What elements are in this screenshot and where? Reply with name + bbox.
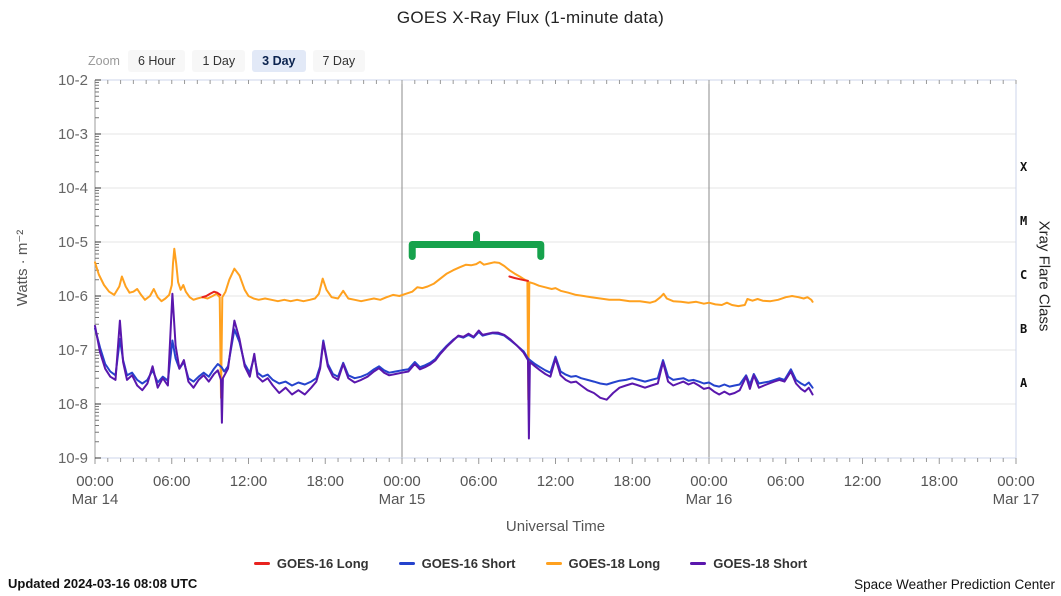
x-tick-label: 12:00 xyxy=(844,473,882,490)
x-tick-label: 00:00 xyxy=(690,473,728,490)
x-tick-label: 00:00 xyxy=(76,473,114,490)
x-tick-label: 18:00 xyxy=(613,473,651,490)
flare-class-letter: X xyxy=(1020,160,1028,174)
x-tick-label: 18:00 xyxy=(306,473,344,490)
zoom-control-label: Zoom xyxy=(88,54,120,68)
y-tick-label: 10-8 xyxy=(58,396,88,413)
flare-class-axis-title: Xray Flare Class xyxy=(1035,220,1053,332)
x-tick-label: 06:00 xyxy=(460,473,498,490)
legend: GOES-16 Long GOES-16 Short GOES-18 Long … xyxy=(0,556,1061,571)
flare-class-letter: B xyxy=(1020,322,1027,336)
y-tick-label: 10-2 xyxy=(58,72,88,89)
x-date-label: Mar 17 xyxy=(993,491,1040,508)
y-tick-label: 10-4 xyxy=(58,180,88,197)
zoom-3day-button[interactable]: 3 Day xyxy=(252,50,306,72)
source-credit: Space Weather Prediction Center xyxy=(854,577,1055,592)
flare-class-letter: A xyxy=(1020,376,1028,390)
flare-class-letter: C xyxy=(1020,268,1027,282)
x-date-label: Mar 15 xyxy=(379,491,426,508)
series-goes-16-short xyxy=(94,327,814,389)
y-tick-label: 10-6 xyxy=(58,288,88,305)
series-goes-16-long xyxy=(201,290,222,299)
y-tick-label: 10-7 xyxy=(58,342,88,359)
goes18-long-swatch xyxy=(545,562,562,565)
legend-label: GOES-18 Long xyxy=(568,556,661,571)
x-tick-label: 12:00 xyxy=(230,473,268,490)
x-tick-label: 00:00 xyxy=(383,473,421,490)
y-tick-label: 10-5 xyxy=(58,234,88,251)
goes16-short-swatch xyxy=(398,562,415,565)
legend-item-goes16-short[interactable]: GOES-16 Short xyxy=(398,556,516,571)
x-tick-label: 12:00 xyxy=(537,473,575,490)
series-goes-18-short xyxy=(94,292,814,440)
legend-label: GOES-18 Short xyxy=(713,556,808,571)
zoom-7day-button[interactable]: 7 Day xyxy=(312,50,366,72)
zoom-control: Zoom 6 Hour 1 Day 3 Day 7 Day xyxy=(88,50,372,72)
flare-class-letter: M xyxy=(1020,214,1027,228)
x-tick-label: 06:00 xyxy=(767,473,805,490)
series-goes-16-long xyxy=(508,275,529,282)
legend-label: GOES-16 Short xyxy=(421,556,516,571)
goes16-long-swatch xyxy=(253,562,270,565)
updated-timestamp: Updated 2024-03-16 08:08 UTC xyxy=(8,576,198,591)
goes18-short-swatch xyxy=(690,562,707,565)
xray-flux-chart: 10-210-310-410-510-610-710-810-900:00Mar… xyxy=(58,72,1040,508)
legend-item-goes18-long[interactable]: GOES-18 Long xyxy=(545,556,661,571)
x-axis-title: Universal Time xyxy=(505,518,606,535)
flare-interval-bracket-annotation xyxy=(408,230,545,260)
series-goes-18-long xyxy=(94,247,814,401)
page-title: GOES X-Ray Flux (1-minute data) xyxy=(396,8,665,27)
x-date-label: Mar 16 xyxy=(686,491,733,508)
legend-label: GOES-16 Long xyxy=(276,556,369,571)
zoom-6hour-button[interactable]: 6 Hour xyxy=(127,50,186,72)
x-date-label: Mar 14 xyxy=(72,491,119,508)
x-tick-label: 06:00 xyxy=(153,473,191,490)
legend-item-goes18-short[interactable]: GOES-18 Short xyxy=(690,556,807,571)
y-tick-label: 10-3 xyxy=(58,126,88,143)
x-tick-label: 18:00 xyxy=(920,473,958,490)
x-tick-label: 00:00 xyxy=(997,473,1035,490)
y-tick-label: 10-9 xyxy=(58,450,88,467)
zoom-1day-button[interactable]: 1 Day xyxy=(192,50,246,72)
y-axis-title: Watts · m⁻² xyxy=(14,229,31,307)
legend-item-goes16-long[interactable]: GOES-16 Long xyxy=(253,556,369,571)
